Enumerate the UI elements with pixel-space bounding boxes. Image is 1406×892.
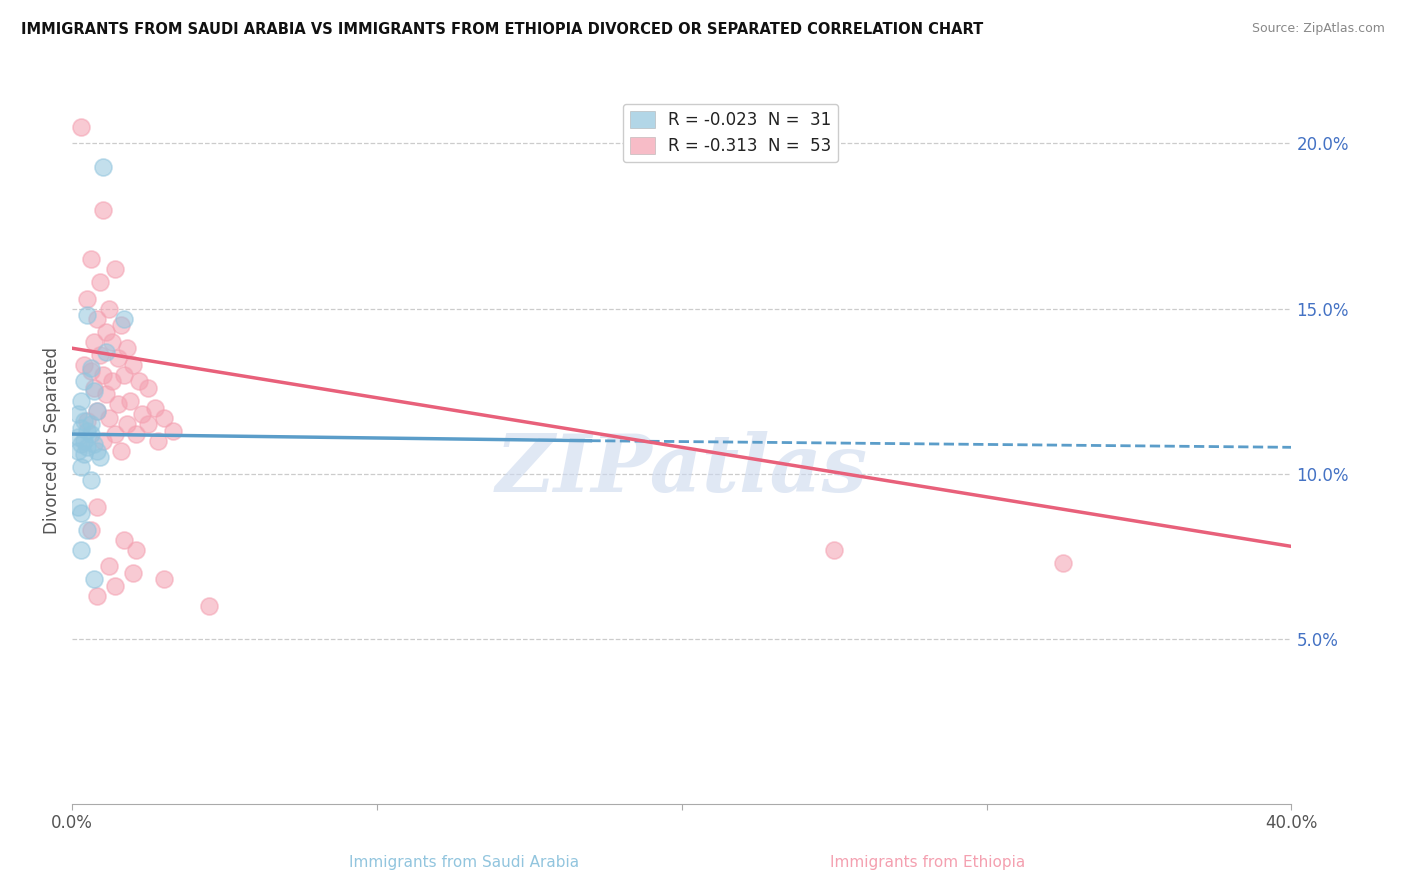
- Point: [86, 500, 108, 514]
- Text: Immigrants from Saudi Arabia: Immigrants from Saudi Arabia: [349, 855, 579, 870]
- Point: [112, 368, 135, 382]
- Y-axis label: Divorced or Separated: Divorced or Separated: [44, 347, 60, 534]
- Point: [73, 447, 96, 461]
- Point: [91, 202, 114, 217]
- Point: [86, 404, 108, 418]
- Legend: R = -0.023  N =  31, R = -0.313  N =  53: R = -0.023 N = 31, R = -0.313 N = 53: [623, 104, 838, 162]
- Point: [79, 523, 101, 537]
- Point: [91, 368, 114, 382]
- Point: [73, 434, 96, 448]
- Point: [89, 348, 111, 362]
- Point: [122, 358, 145, 372]
- Point: [73, 358, 96, 372]
- Point: [138, 417, 160, 432]
- Point: [79, 364, 101, 378]
- Point: [94, 325, 117, 339]
- Point: [70, 394, 93, 409]
- Point: [79, 473, 101, 487]
- Point: [89, 275, 111, 289]
- Point: [70, 542, 93, 557]
- Point: [91, 160, 114, 174]
- Text: IMMIGRANTS FROM SAUDI ARABIA VS IMMIGRANTS FROM ETHIOPIA DIVORCED OR SEPARATED C: IMMIGRANTS FROM SAUDI ARABIA VS IMMIGRAN…: [21, 22, 983, 37]
- Point: [70, 460, 93, 475]
- Point: [101, 334, 124, 349]
- Point: [198, 599, 221, 613]
- Point: [107, 397, 129, 411]
- Text: Source: ZipAtlas.com: Source: ZipAtlas.com: [1251, 22, 1385, 36]
- Point: [70, 420, 93, 434]
- Point: [67, 407, 90, 421]
- Point: [73, 414, 96, 428]
- Point: [120, 394, 142, 409]
- Point: [76, 424, 98, 438]
- Point: [112, 311, 135, 326]
- Point: [76, 308, 98, 322]
- Point: [89, 450, 111, 465]
- Point: [94, 344, 117, 359]
- Point: [86, 404, 108, 418]
- Point: [115, 341, 138, 355]
- Point: [125, 542, 148, 557]
- Point: [97, 410, 120, 425]
- Point: [104, 262, 127, 277]
- Point: [67, 500, 90, 514]
- Point: [97, 301, 120, 316]
- Point: [76, 523, 98, 537]
- Text: Immigrants from Ethiopia: Immigrants from Ethiopia: [831, 855, 1025, 870]
- Point: [67, 430, 90, 444]
- Point: [112, 533, 135, 547]
- Point: [115, 417, 138, 432]
- Point: [70, 120, 93, 134]
- Point: [823, 542, 845, 557]
- Point: [79, 252, 101, 266]
- Point: [107, 351, 129, 366]
- Point: [73, 374, 96, 388]
- Point: [76, 414, 98, 428]
- Point: [110, 443, 132, 458]
- Point: [79, 417, 101, 432]
- Point: [131, 407, 153, 421]
- Point: [138, 381, 160, 395]
- Point: [91, 434, 114, 448]
- Point: [86, 443, 108, 458]
- Point: [101, 374, 124, 388]
- Point: [128, 374, 150, 388]
- Point: [152, 573, 174, 587]
- Point: [70, 437, 93, 451]
- Point: [94, 387, 117, 401]
- Point: [83, 334, 105, 349]
- Point: [122, 566, 145, 580]
- Point: [146, 434, 169, 448]
- Point: [83, 437, 105, 451]
- Point: [83, 381, 105, 395]
- Point: [104, 427, 127, 442]
- Point: [83, 384, 105, 399]
- Point: [67, 443, 90, 458]
- Point: [86, 311, 108, 326]
- Text: ZIPatlas: ZIPatlas: [496, 431, 868, 508]
- Point: [143, 401, 166, 415]
- Point: [152, 410, 174, 425]
- Point: [83, 573, 105, 587]
- Point: [97, 559, 120, 574]
- Point: [86, 589, 108, 603]
- Point: [1052, 556, 1074, 570]
- Point: [70, 507, 93, 521]
- Point: [79, 361, 101, 376]
- Point: [76, 292, 98, 306]
- Point: [104, 579, 127, 593]
- Point: [162, 424, 184, 438]
- Point: [79, 427, 101, 442]
- Point: [125, 427, 148, 442]
- Point: [110, 318, 132, 332]
- Point: [76, 440, 98, 454]
